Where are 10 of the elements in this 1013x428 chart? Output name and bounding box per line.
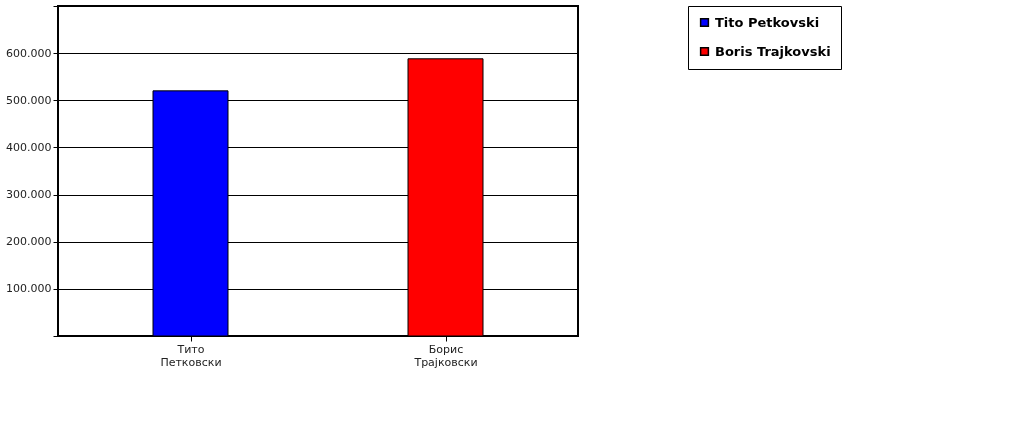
x-tick-label: Борис Трајковски (413, 342, 478, 369)
legend-label: Boris Trajkovski (715, 43, 831, 59)
x-tick-label: Тито Петковски (160, 342, 222, 369)
y-tick-label: 500.000 (6, 93, 52, 107)
y-tick-label: 300.000 (6, 188, 52, 202)
y-tick-label: 400.000 (6, 140, 52, 154)
legend-label: Tito Petkovski (715, 14, 820, 30)
y-tick-label: 200.000 (6, 235, 52, 249)
y-tick-label: 600.000 (6, 46, 52, 60)
y-tick-label: 100.000 (6, 282, 52, 296)
